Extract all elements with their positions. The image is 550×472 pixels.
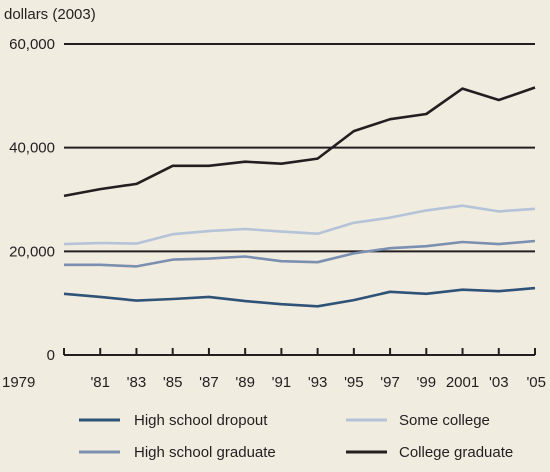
x-axis: 1979 '81 '83 '85 '87 '89 '91 '93 '95 '97 '99 2001 '0… [2,348,546,391]
x-tick-label: '03 [489,374,509,391]
series-line-some-college [63,204,536,246]
legend-label-some-college: Some college [399,412,490,429]
y-tick-label: 20,000 [9,243,55,260]
series-line-college-graduate [63,86,536,198]
y-axis-unit-label: dollars (2003) [4,6,96,23]
x-tick-label: 2001 [446,374,479,391]
x-tick-label: '87 [199,374,219,391]
y-tick-label: 40,000 [9,140,55,157]
legend-label-college-graduate: College graduate [399,444,513,461]
legend-label-high-school-dropout: High school dropout [134,412,268,429]
y-tick-label: 60,000 [9,36,55,53]
x-tick-label: 1979 [2,374,35,391]
series-line-high-school-graduate [64,239,536,268]
series-lines [63,86,536,308]
x-tick-label: '93 [308,374,328,391]
legend: High school dropout High school graduate S… [79,412,513,461]
series-line-high-school-dropout [63,286,536,308]
x-tick-label: '81 [90,374,110,391]
y-tick-label: 0 [47,347,55,364]
y-tick-labels: 0 20,000 40,000 60,000 [9,36,55,364]
legend-label-high-school-graduate: High school graduate [134,444,276,461]
x-tick-label: '83 [127,374,147,391]
x-tick-label: '85 [163,374,183,391]
x-tick-label: '91 [272,374,292,391]
x-tick-label: '95 [344,374,364,391]
x-tick-label: '89 [235,374,255,391]
gridlines [64,43,535,253]
x-tick-label: '97 [380,374,400,391]
x-tick-label: '05 [526,374,546,391]
x-tick-label: '99 [417,374,437,391]
